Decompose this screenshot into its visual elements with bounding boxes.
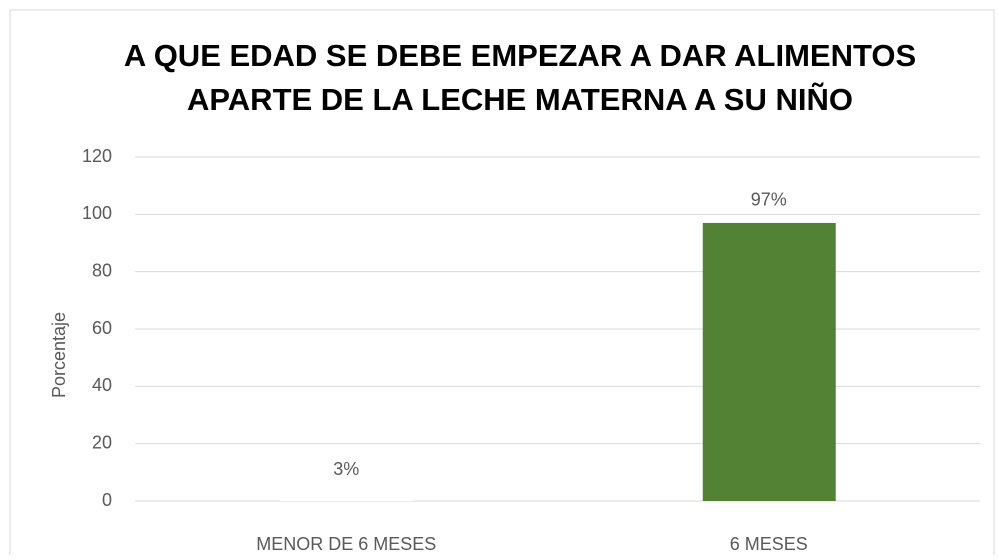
y-tick-label: 0 xyxy=(102,490,112,510)
y-tick-label: 40 xyxy=(92,375,112,395)
y-tick-label: 60 xyxy=(92,318,112,338)
y-axis-title: Porcentaje xyxy=(49,312,69,398)
y-tick-label: 20 xyxy=(92,432,112,452)
x-tick-label: MENOR DE 6 MESES xyxy=(256,534,436,554)
y-tick-label: 120 xyxy=(82,146,112,166)
y-tick-label: 100 xyxy=(82,203,112,223)
y-tick-label: 80 xyxy=(92,260,112,280)
value-label: 97% xyxy=(751,190,787,210)
value-label: 3% xyxy=(333,459,359,479)
x-tick-label: 6 MESES xyxy=(730,534,808,554)
bar xyxy=(702,222,836,501)
chart-title: A QUE EDAD SE DEBE EMPEZAR A DAR ALIMENT… xyxy=(124,38,916,117)
bar xyxy=(280,492,414,501)
